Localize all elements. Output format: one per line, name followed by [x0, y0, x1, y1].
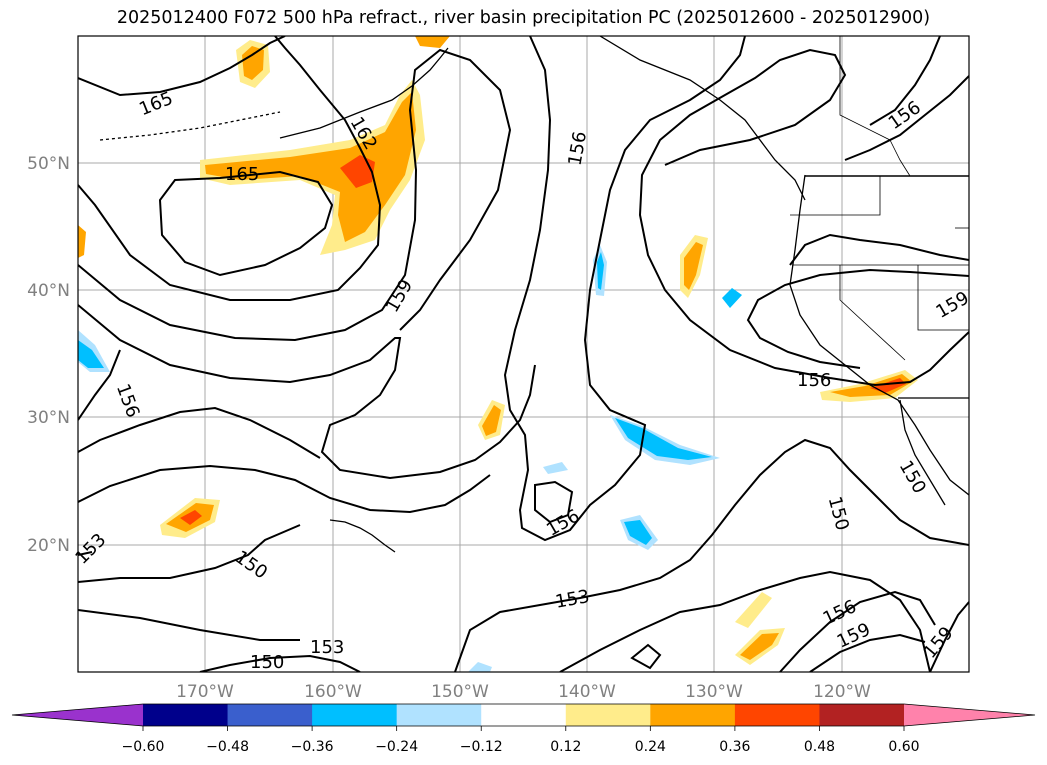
lon-label: 120°W	[813, 682, 871, 702]
contour-159-canada	[844, 75, 969, 161]
map-background	[78, 36, 969, 672]
lat-label: 30°N	[27, 408, 70, 428]
contour-150-subtropic	[78, 524, 301, 583]
colorbar-segment	[396, 704, 482, 726]
contour-label: 150	[250, 652, 284, 673]
contour-162	[78, 36, 382, 301]
contour-150-central	[454, 438, 969, 672]
contour-150-bottom	[199, 654, 361, 672]
refractivity-contours	[78, 36, 969, 672]
precip-patch-subtropical-max	[180, 510, 202, 525]
contour-159-west-coast	[746, 268, 969, 369]
precip-patch-blue-midlat-core	[597, 252, 604, 290]
contour-156-southeast	[779, 590, 936, 672]
lat-label: 20°N	[27, 536, 70, 556]
contour-159-southeast	[809, 633, 926, 672]
border-west-states-3	[839, 265, 906, 361]
contour-159-outer	[78, 304, 536, 480]
precip-patch-southeast-small	[735, 592, 772, 628]
border-west-states-4	[917, 265, 969, 331]
coast-alaska	[279, 47, 449, 139]
contour-156-canada	[869, 36, 941, 126]
contour-label: 165	[225, 164, 259, 185]
precip-patch-west-edge	[78, 225, 86, 258]
colorbar-tick-label: 0.60	[888, 739, 919, 755]
lon-label: 150°W	[431, 682, 489, 702]
precip-patch-blue-west-core	[78, 340, 104, 368]
lon-label: 130°W	[685, 682, 743, 702]
contour-153-small-west	[78, 551, 93, 556]
contour-165-closed	[158, 170, 334, 277]
precip-patch-aleutian-core	[205, 92, 416, 242]
colorbar-tick-label: −0.24	[375, 739, 418, 755]
contour-156-interior	[789, 233, 969, 266]
precip-patch-blue-tropic-core	[624, 520, 652, 545]
colorbar-segment	[734, 704, 820, 726]
colorbar-segment	[143, 704, 229, 726]
coast-alaska-panhandle	[599, 36, 806, 201]
precip-patch-northwest-core	[242, 46, 264, 80]
contour-label: 156	[797, 370, 831, 391]
contour-156-central	[503, 36, 746, 542]
colorbar-tick-label: 0.24	[635, 739, 666, 755]
lon-label: 160°W	[304, 682, 362, 702]
precip-patch-southeast-core	[740, 633, 779, 660]
colorbar-tick-label: 0.48	[804, 739, 835, 755]
lat-label: 50°N	[27, 154, 70, 174]
contour-153-band	[78, 464, 491, 514]
contour-156-pacific-northeast	[638, 48, 969, 387]
lon-label: 170°W	[176, 682, 234, 702]
colorbar-segment	[819, 704, 905, 726]
precip-patch-aleutian-max	[340, 155, 375, 188]
colorbar-segments	[12, 704, 1035, 726]
precip-shading	[78, 36, 918, 672]
map-frame	[77, 35, 970, 673]
colorbar-segment	[227, 704, 313, 726]
lon-label: 140°W	[558, 682, 616, 702]
colorbar: −0.60 −0.48 −0.36 −0.24 −0.12 0.12 0.24 0.36 0.4…	[11, 703, 1036, 755]
contour-label: 153	[310, 637, 344, 658]
coast-hawaii	[329, 519, 396, 553]
precip-patch-blue-bottom	[468, 662, 492, 672]
contour-153-se-corner	[929, 601, 969, 672]
precip-patch-midpacific-core	[482, 405, 501, 436]
colorbar-tick-label: −0.36	[291, 739, 334, 755]
contour-156-west	[78, 349, 121, 421]
contour-156-small	[534, 480, 574, 524]
contour-153-east	[559, 570, 931, 672]
colorbar-extend-low	[12, 704, 143, 726]
colorbar-segment	[565, 704, 651, 726]
contour-153-south	[78, 406, 321, 459]
precip-patch-offshore-west-coast-core	[684, 242, 703, 290]
contour-165-north	[78, 36, 286, 97]
precip-patch-blue-subtropic-core	[615, 418, 712, 460]
colorbar-segment	[312, 704, 398, 726]
colorbar-extend-high	[904, 704, 1035, 726]
colorbar-tick-label: −0.60	[122, 739, 165, 755]
colorbar-tick-label: −0.48	[206, 739, 249, 755]
border-west-states-1	[790, 176, 881, 216]
coast-baja	[899, 399, 946, 506]
map-title: 2025012400 F072 500 hPa refract., river …	[116, 8, 931, 28]
graticule	[78, 36, 969, 672]
contour-159-inner	[78, 48, 512, 342]
colorbar-ticks: −0.60 −0.48 −0.36 −0.24 −0.12 0.12 0.24 0.36 0.4…	[122, 726, 920, 755]
precip-patch-blue-small	[543, 462, 568, 474]
contour-147	[78, 609, 300, 641]
colorbar-segment	[650, 704, 736, 726]
lat-label: 40°N	[27, 281, 70, 301]
colorbar-tick-label: 0.12	[550, 739, 581, 755]
longitude-labels: 170°W 160°W 150°W 140°W 130°W 120°W	[176, 682, 871, 702]
precip-patch-topnorth	[415, 36, 450, 48]
latitude-labels: 50°N 40°N 30°N 20°N	[27, 154, 70, 556]
contour-150-small	[630, 643, 662, 670]
colorbar-tick-label: −0.12	[460, 739, 503, 755]
colorbar-tick-label: 0.36	[719, 739, 750, 755]
colorbar-segment	[481, 704, 567, 726]
precip-patch-blue-offshore	[722, 288, 742, 308]
